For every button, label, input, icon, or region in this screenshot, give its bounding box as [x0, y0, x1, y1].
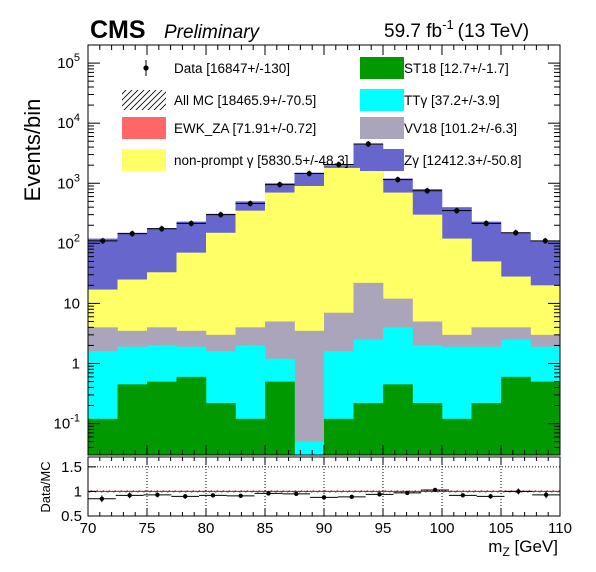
data-point	[100, 238, 106, 244]
ratio-point	[210, 493, 216, 498]
x-tick-label: 110	[548, 520, 572, 537]
x-tick-label: 105	[488, 520, 513, 537]
ratio-y-tick-label: 1	[74, 483, 82, 500]
ratio-point	[488, 494, 493, 499]
x-tick-label: 90	[316, 520, 333, 537]
ratio-point	[543, 492, 549, 498]
ratio-y-tick-label: 1.5	[61, 459, 82, 476]
legend-label-nonprompt: non-prompt γ [5830.5+/-48.3]	[174, 153, 349, 168]
ratio-y-tick-label: 0.5	[61, 508, 82, 525]
status-label: Preliminary	[164, 22, 261, 43]
histogram-bar-st18	[265, 381, 295, 455]
y-tick-label: 104	[57, 112, 80, 132]
ratio-point	[155, 492, 160, 498]
ratio-point	[99, 496, 105, 501]
ratio-point	[294, 491, 299, 497]
y-tick-label: 1	[72, 356, 80, 373]
x-tick-label: 85	[257, 520, 274, 537]
ratio-point	[127, 493, 132, 498]
legend-swatch-allmc	[122, 90, 166, 110]
ratio-point	[321, 495, 327, 500]
data-point	[159, 226, 165, 232]
legend-label-ewk_za: EWK_ZA [71.91+/-0.72]	[174, 121, 316, 136]
histogram-bar-st18	[176, 376, 207, 455]
y-tick-label: 10-1	[54, 413, 80, 433]
ratio-point	[432, 487, 438, 493]
histogram-bar-vv18	[294, 330, 325, 455]
legend-swatch-zgamma	[360, 149, 404, 171]
x-tick-label: 100	[429, 520, 454, 537]
ratio-point	[266, 491, 271, 496]
ratio-point	[377, 492, 382, 497]
histogram-bar-st18	[147, 381, 177, 455]
legend-label-ttgamma: TTγ [37.2+/-3.9]	[404, 93, 500, 108]
histogram-bar-st18	[324, 418, 354, 455]
histogram-bar-st18	[235, 418, 266, 455]
histogram-bar-st18	[471, 403, 502, 455]
histogram-bar-st18	[412, 403, 443, 455]
histogram-bar-st18	[501, 376, 531, 455]
x-tick-label: 95	[375, 520, 392, 537]
legend-swatch-st18	[360, 57, 404, 79]
ratio-plot: 70 75 80 85 90 95 100 105 110 0.5 1 1.5	[61, 456, 572, 537]
ratio-plot-frame	[87, 456, 561, 517]
data-point	[483, 220, 489, 226]
ratio-point	[349, 494, 354, 500]
legend-label-st18: ST18 [12.7+/-1.7]	[404, 61, 509, 76]
legend-label-data: Data [16847+/-130]	[174, 61, 290, 76]
histogram-bar-st18	[530, 381, 561, 455]
ratio-point	[516, 489, 521, 494]
y-tick-label: 102	[57, 232, 80, 252]
legend-swatch-ttgamma	[360, 89, 404, 111]
y-tick-label: 103	[57, 172, 80, 192]
legend-swatch-nonprompt	[122, 149, 166, 171]
data-point	[277, 181, 283, 188]
histogram-bar-st18	[442, 418, 472, 455]
energy-label: (13 TeV)	[458, 21, 529, 42]
data-point	[129, 231, 135, 237]
legend: Data [16847+/-130] ST18 [12.7+/-1.7] All M…	[122, 57, 521, 171]
ratio-point	[238, 493, 243, 499]
data-point	[188, 220, 194, 226]
ratio-point	[405, 490, 410, 496]
legend-swatch-vv18	[360, 117, 404, 139]
data-point	[218, 212, 224, 218]
legend-marker-data	[143, 65, 149, 71]
data-point	[542, 238, 548, 244]
histogram-bar-ttgamma	[294, 441, 325, 455]
data-point	[395, 177, 401, 183]
data-point	[365, 141, 371, 147]
data-point	[336, 161, 342, 168]
x-tick-label: 75	[139, 520, 156, 537]
x-axis-title: mZ [GeV]	[488, 537, 558, 559]
data-point	[306, 170, 312, 177]
ratio-y-axis-title: Data/MC	[38, 461, 53, 512]
legend-label-allmc: All MC [18465.9+/-70.5]	[174, 93, 316, 108]
ratio-point	[460, 493, 466, 498]
histogram-bar-st18	[117, 384, 148, 455]
x-tick-label: 70	[80, 520, 97, 537]
lumi-exponent: -1	[442, 17, 454, 32]
y-tick-label: 105	[57, 52, 80, 72]
ratio-point	[182, 494, 188, 499]
x-tick-label: 80	[198, 520, 215, 537]
lumi-value: 59.7 fb	[384, 21, 442, 42]
histogram-bar-st18	[206, 403, 236, 455]
data-point	[247, 200, 253, 207]
y-axis-title: Events/bin	[20, 99, 45, 202]
histogram-bar-st18	[353, 403, 384, 455]
legend-label-zgamma: Zγ [12412.3+/-50.8]	[404, 153, 521, 168]
experiment-label: CMS	[90, 16, 146, 44]
main-plot: 10-1 1 10 102 103 104 105	[54, 44, 561, 456]
data-point	[513, 230, 519, 236]
legend-swatch-ewk_za	[122, 117, 166, 139]
legend-label-vv18: VV18 [101.2+/-6.3]	[404, 121, 517, 136]
histogram-bar-st18	[383, 384, 413, 455]
data-point	[454, 208, 460, 214]
lumi-label: 59.7 fb-1 (13 TeV)	[384, 17, 529, 42]
y-tick-label: 10	[63, 295, 80, 312]
data-point	[424, 188, 430, 194]
